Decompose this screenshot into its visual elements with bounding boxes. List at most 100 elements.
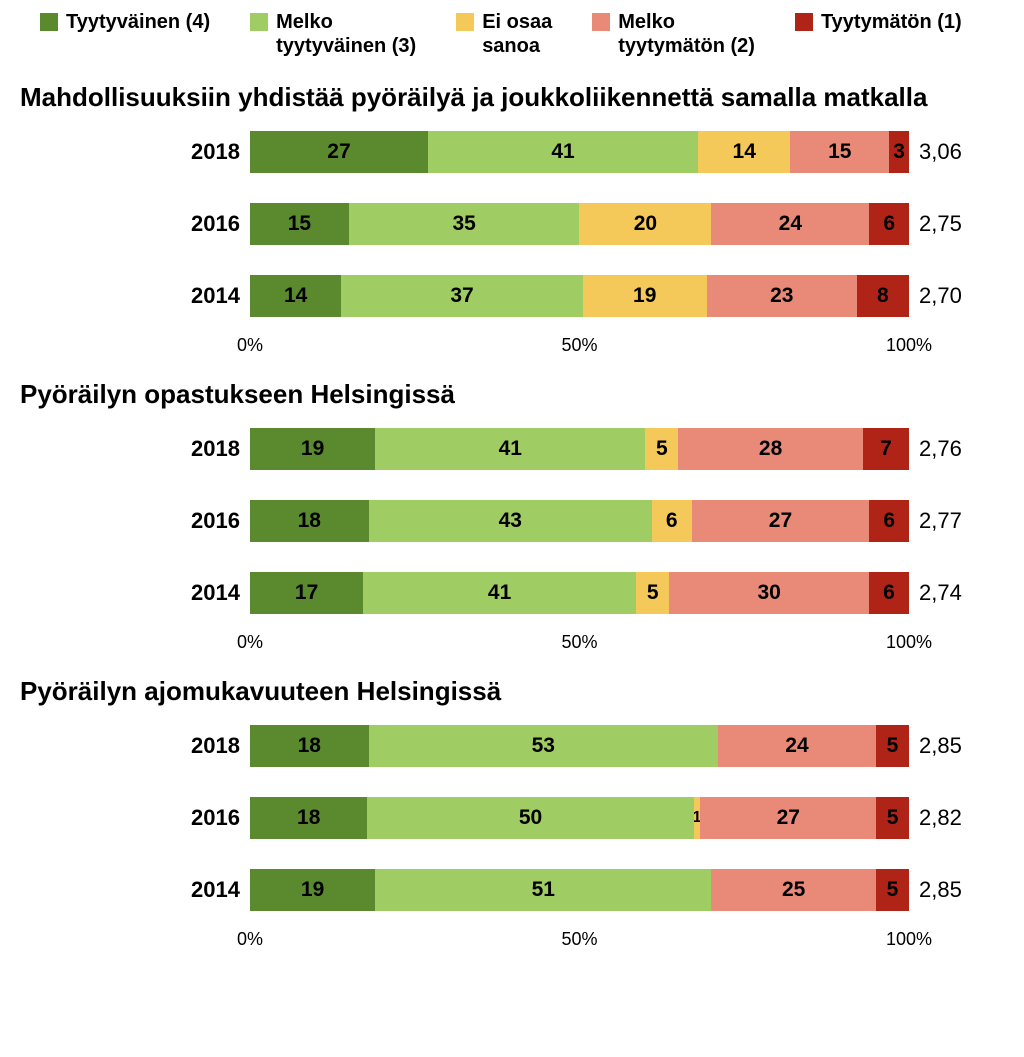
bar-segment: 28 [678, 428, 863, 470]
bar-segment: 41 [375, 428, 645, 470]
row-year: 2016 [180, 211, 240, 237]
row-score: 2,82 [919, 805, 979, 831]
bar-segment: 15 [250, 203, 349, 245]
bar-segment: 20 [579, 203, 711, 245]
axis-tick-label: 100% [886, 335, 932, 356]
legend: Tyytyväinen (4) Melko tyytyväinen (3) Ei o… [20, 10, 1004, 58]
chart-section: Pyöräilyn ajomukavuuteen Helsingissä2018… [20, 676, 1004, 953]
stacked-bar: 19510255 [250, 869, 909, 911]
bar-segment: 24 [711, 203, 869, 245]
bar-segment: 19 [250, 428, 375, 470]
chart-area: 20182741141533,0620161535202462,75201414… [20, 131, 1004, 359]
bar-row: 2018185302452,85 [250, 725, 909, 767]
bar-segment: 5 [876, 797, 909, 839]
bar-segment: 30 [669, 572, 869, 614]
axis-tick-label: 0% [237, 929, 263, 950]
legend-swatch [592, 13, 610, 31]
legend-item: Ei osaa sanoa [456, 10, 552, 58]
bar-row: 20182741141533,06 [250, 131, 909, 173]
row-year: 2014 [180, 877, 240, 903]
bar-segment: 24 [718, 725, 876, 767]
row-score: 2,77 [919, 508, 979, 534]
axis-tick-label: 50% [561, 335, 597, 356]
bar-segment: 7 [863, 428, 909, 470]
bar-segment: 37 [341, 275, 582, 317]
legend-label: Melko tyytyväinen (3) [276, 10, 416, 58]
bar-segment: 27 [692, 500, 870, 542]
row-year: 2018 [180, 436, 240, 462]
row-score: 3,06 [919, 139, 979, 165]
legend-label: Tyytymätön (1) [821, 10, 962, 34]
bar-segment: 35 [349, 203, 580, 245]
bar-row: 2018194152872,76 [250, 428, 909, 470]
section-title: Pyöräilyn ajomukavuuteen Helsingissä [20, 676, 1004, 707]
bar-segment: 15 [790, 131, 889, 173]
legend-label: Ei osaa sanoa [482, 10, 552, 58]
bar-segment: 17 [250, 572, 363, 614]
bar-segment: 5 [636, 572, 669, 614]
bar-segment: 50 [367, 797, 693, 839]
section-title: Mahdollisuuksiin yhdistää pyöräilyä ja j… [20, 82, 1004, 113]
bar-segment: 19 [583, 275, 707, 317]
bar-segment: 43 [369, 500, 652, 542]
chart-section: Pyöräilyn opastukseen Helsingissä2018194… [20, 379, 1004, 656]
legend-item: Tyytymätön (1) [795, 10, 962, 58]
axis-tick-label: 0% [237, 335, 263, 356]
row-score: 2,70 [919, 283, 979, 309]
bar-segment: 18 [250, 797, 367, 839]
bar-segment: 6 [869, 500, 909, 542]
legend-label: Melko tyytymätön (2) [618, 10, 755, 58]
bar-segment: 27 [250, 131, 428, 173]
bar-segment: 18 [250, 500, 369, 542]
bar-segment: 41 [363, 572, 636, 614]
bar-row: 2014174153062,74 [250, 572, 909, 614]
bar-segment: 51 [375, 869, 711, 911]
legend-item: Melko tyytymätön (2) [592, 10, 755, 58]
legend-label: Tyytyväinen (4) [66, 10, 210, 34]
x-axis: 0%50%100% [250, 335, 909, 359]
stacked-bar: 143719238 [250, 275, 909, 317]
bar-segment: 18 [250, 725, 369, 767]
axis-tick-label: 100% [886, 929, 932, 950]
bar-segment: 14 [698, 131, 790, 173]
bar-segment: 25 [711, 869, 876, 911]
bar-row: 2014195102552,85 [250, 869, 909, 911]
bar-segment: 53 [369, 725, 718, 767]
bar-row: 20161535202462,75 [250, 203, 909, 245]
stacked-bar: 17415306 [250, 572, 909, 614]
legend-swatch [250, 13, 268, 31]
legend-item: Melko tyytyväinen (3) [250, 10, 416, 58]
stacked-bar: 19415287 [250, 428, 909, 470]
axis-tick-label: 50% [561, 632, 597, 653]
x-axis: 0%50%100% [250, 929, 909, 953]
row-year: 2018 [180, 139, 240, 165]
legend-swatch [795, 13, 813, 31]
bar-segment: 5 [876, 725, 909, 767]
bar-segment: 27 [700, 797, 876, 839]
bar-row: 20141437192382,70 [250, 275, 909, 317]
bar-segment: 5 [876, 869, 909, 911]
bar-segment: 8 [857, 275, 909, 317]
bar-segment: 6 [869, 203, 909, 245]
bar-segment: 5 [645, 428, 678, 470]
bar-row: 2016185012752,82 [250, 797, 909, 839]
x-axis: 0%50%100% [250, 632, 909, 656]
row-year: 2016 [180, 508, 240, 534]
legend-swatch [40, 13, 58, 31]
stacked-bar: 18501275 [250, 797, 909, 839]
section-title: Pyöräilyn opastukseen Helsingissä [20, 379, 1004, 410]
axis-tick-label: 50% [561, 929, 597, 950]
bar-segment: 6 [869, 572, 909, 614]
bar-segment: 14 [250, 275, 341, 317]
row-year: 2016 [180, 805, 240, 831]
row-score: 2,85 [919, 877, 979, 903]
axis-tick-label: 100% [886, 632, 932, 653]
stacked-bar: 274114153 [250, 131, 909, 173]
bar-segment: 6 [652, 500, 692, 542]
row-year: 2014 [180, 283, 240, 309]
row-score: 2,75 [919, 211, 979, 237]
row-year: 2014 [180, 580, 240, 606]
legend-swatch [456, 13, 474, 31]
stacked-bar: 18436276 [250, 500, 909, 542]
bar-segment: 3 [889, 131, 909, 173]
